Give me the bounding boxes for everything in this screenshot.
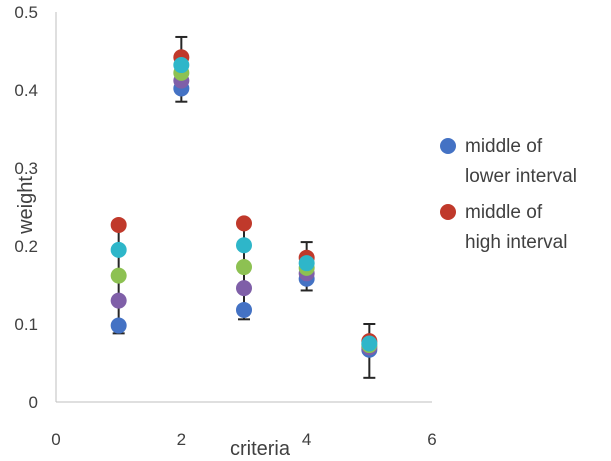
y-tick-label: 0.3	[14, 159, 38, 178]
data-point	[173, 57, 190, 74]
y-tick-label: 0.4	[14, 81, 38, 100]
legend-entry: middle of lower interval	[440, 136, 577, 187]
x-axis-title: criteria	[230, 438, 291, 460]
legend: middle of lower interval middle of high int…	[440, 136, 577, 253]
y-tick-label: 0.1	[14, 315, 38, 334]
legend-marker	[440, 138, 456, 154]
data-point	[236, 259, 252, 276]
legend-label: middle of lower interval	[465, 136, 577, 187]
y-tick-label: 0.2	[14, 237, 38, 256]
legend-entry: middle of high interval	[440, 202, 567, 253]
data-point	[236, 301, 252, 318]
data-point	[298, 255, 315, 272]
data-point	[110, 267, 127, 284]
data-point	[236, 215, 252, 232]
data-point	[110, 241, 127, 258]
data-point	[110, 216, 127, 233]
data-point	[110, 317, 127, 334]
legend-label: middle of high interval	[465, 202, 567, 253]
error-bars	[112, 35, 376, 379]
y-axis: 0 0.1 0.2 0.3 0.4 0.5	[14, 3, 57, 412]
data-point	[236, 280, 252, 297]
x-tick-label: 6	[427, 430, 436, 449]
legend-marker	[440, 204, 456, 220]
data-point	[361, 335, 378, 352]
x-tick-label: 2	[177, 430, 186, 449]
x-tick-label: 0	[51, 430, 60, 449]
x-tick-label: 4	[302, 430, 311, 449]
y-tick-label: 0	[29, 393, 38, 412]
data-point	[110, 292, 127, 309]
y-axis-title: weight	[15, 176, 37, 235]
data-point	[236, 237, 252, 254]
data-points	[110, 49, 378, 358]
x-axis: 0 2 4 6	[51, 401, 437, 449]
y-tick-label: 0.5	[14, 3, 38, 22]
